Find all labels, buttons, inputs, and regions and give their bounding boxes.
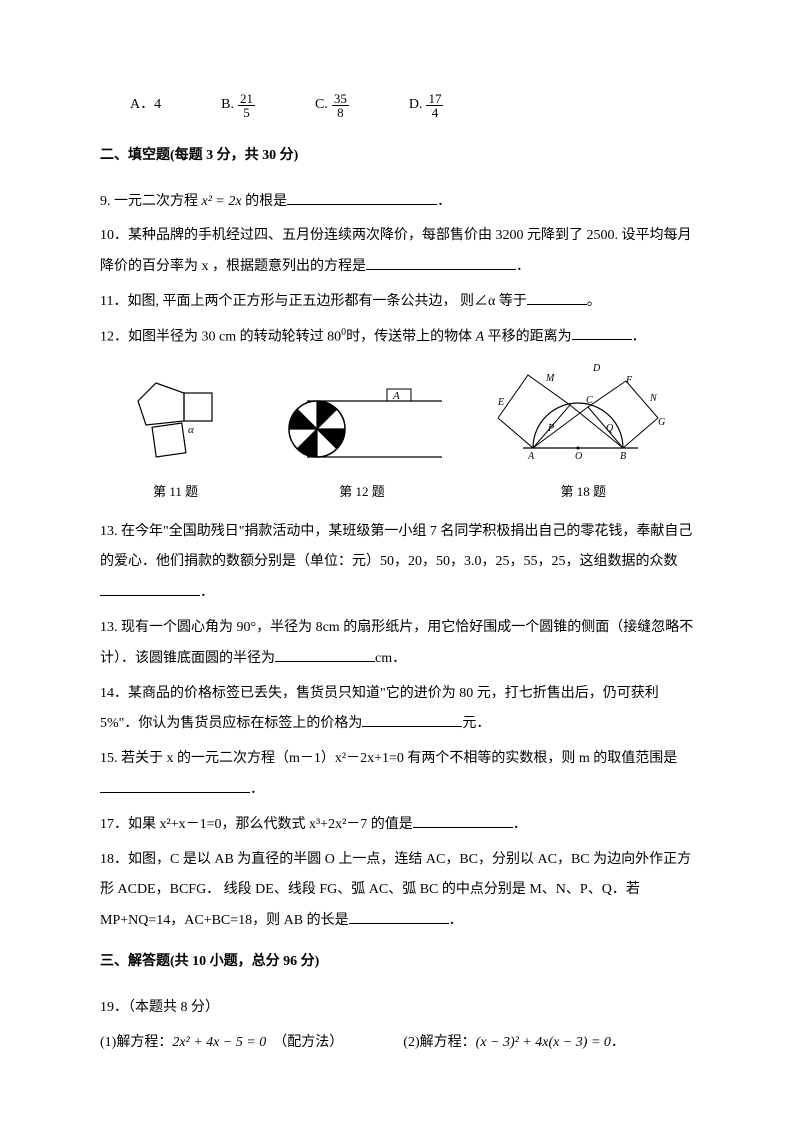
q13a-text: 13. 在今年"全国助残日"捐款活动中，某班级第一小组 7 名同学积极捐出自己的… xyxy=(100,524,692,570)
svg-text:α: α xyxy=(188,424,194,436)
fig12-box-label: A xyxy=(392,390,400,402)
choice-d-label: D. xyxy=(409,90,423,121)
wheel-belt-icon: A xyxy=(277,383,447,463)
blank xyxy=(527,289,587,305)
choice-b-label: B. xyxy=(221,90,234,121)
fraction-num: 35 xyxy=(332,92,349,106)
fraction-den: 4 xyxy=(430,106,441,119)
blank xyxy=(413,812,513,828)
question-19: 19．（本题共 8 分） xyxy=(100,993,694,1024)
choice-c: C. 35 8 xyxy=(315,90,349,121)
question-10: 10．某种品牌的手机经过四、五月份连续两次降价，每部售价由 3200 元降到了 … xyxy=(100,221,694,283)
question-9: 9. 一元二次方程 x² = 2x 的根是 ． xyxy=(100,187,694,218)
q18-end: ． xyxy=(449,913,463,928)
q12-post: 平移的距离为 xyxy=(484,329,572,344)
question-15: 15. 若关于 x 的一元二次方程（m－1）x²－2x+1=0 有两个不相等的实… xyxy=(100,744,694,806)
choice-d-fraction: 17 4 xyxy=(426,92,443,119)
svg-text:A: A xyxy=(527,451,535,462)
figures-row: α 第 11 题 A 第 12 题 xyxy=(100,363,694,506)
choice-c-fraction: 35 8 xyxy=(332,92,349,119)
section-3-title: 三、解答题(共 10 小题，总分 96 分) xyxy=(100,947,694,978)
q19-2-end: ． xyxy=(611,1035,625,1050)
fraction-num: 17 xyxy=(426,92,443,106)
q9-post: 的根是 xyxy=(242,194,288,209)
svg-text:N: N xyxy=(649,393,658,404)
fraction-den: 8 xyxy=(335,106,346,119)
pentagon-squares-icon: α xyxy=(126,373,226,463)
q15-text: 15. 若关于 x 的一元二次方程（m－1）x²－2x+1=0 有两个不相等的实… xyxy=(100,751,677,766)
q19-1-pre: (1)解方程： xyxy=(100,1035,172,1050)
blank xyxy=(366,254,516,270)
question-12: 12．如图半径为 30 cm 的转动轮转过 800时，传送带上的物体 A 平移的… xyxy=(100,322,694,353)
svg-text:E: E xyxy=(498,397,504,408)
q17-end: ． xyxy=(513,817,527,832)
q14-unit: 元． xyxy=(462,716,490,731)
blank xyxy=(349,908,449,924)
q12-pre: 12．如图半径为 30 cm 的转动轮转过 80 xyxy=(100,329,341,344)
q19-part2: (2)解方程：(x − 3)² + 4x(x − 3) = 0． xyxy=(403,1028,625,1059)
q19-1-eq: 2x² + 4x − 5 = 0 xyxy=(172,1035,266,1050)
blank xyxy=(572,324,632,340)
question-13a: 13. 在今年"全国助残日"捐款活动中，某班级第一小组 7 名同学积极捐出自己的… xyxy=(100,517,694,609)
question-18: 18．如图，C 是以 AB 为直径的半圆 O 上一点，连结 AC，BC，分别以 … xyxy=(100,845,694,937)
fig18-caption: 第 18 题 xyxy=(498,478,668,507)
figure-18: D M F E N C G P Q A O B 第 18 题 xyxy=(498,363,668,506)
svg-text:M: M xyxy=(545,373,555,384)
q13a-end: ． xyxy=(200,585,214,600)
q11-text: 11．如图, 平面上两个正方形与正五边形都有一条公共边， 则∠α 等于 xyxy=(100,294,527,309)
semicircle-squares-icon: D M F E N C G P Q A O B xyxy=(498,363,668,463)
q19-2-pre: (2)解方程： xyxy=(403,1035,475,1050)
q17-text: 17．如果 x²+x－1=0，那么代数式 x³+2x²－7 的值是 xyxy=(100,817,413,832)
q19-2-eq: (x − 3)² + 4x(x − 3) = 0 xyxy=(476,1035,611,1050)
question-14: 14．某商品的价格标签已丢失，售货员只知道"它的进价为 80 元，打七折售出后，… xyxy=(100,679,694,741)
svg-text:Q: Q xyxy=(606,423,614,434)
figure-11: α 第 11 题 xyxy=(126,373,226,506)
choice-c-label: C. xyxy=(315,90,328,121)
question-13b: 13. 现有一个圆心角为 90°，半径为 8cm 的扇形纸片，用它恰好围成一个圆… xyxy=(100,613,694,675)
question-17: 17．如果 x²+x－1=0，那么代数式 x³+2x²－7 的值是 ． xyxy=(100,810,694,841)
blank xyxy=(362,711,462,727)
blank xyxy=(287,189,437,205)
figure-12: A 第 12 题 xyxy=(277,383,447,506)
choice-b-fraction: 21 5 xyxy=(238,92,255,119)
fraction-num: 21 xyxy=(238,92,255,106)
q12-a: A xyxy=(476,329,485,344)
fraction-den: 5 xyxy=(241,106,252,119)
q11-end: 。 xyxy=(587,294,601,309)
answer-choices: A．4 B. 21 5 C. 35 8 D. 17 4 xyxy=(100,90,694,121)
svg-text:P: P xyxy=(547,423,554,434)
choice-a-label: A．4 xyxy=(130,90,161,121)
blank xyxy=(275,646,375,662)
section-2-title: 二、填空题(每题 3 分，共 30 分) xyxy=(100,141,694,172)
q9-equation: x² = 2x xyxy=(202,194,242,209)
q12-mid: 时，传送带上的物体 xyxy=(346,329,476,344)
svg-text:B: B xyxy=(620,451,626,462)
q9-end: ． xyxy=(437,194,451,209)
q12-end: ． xyxy=(632,329,646,344)
fig11-caption: 第 11 题 xyxy=(126,478,226,507)
svg-text:C: C xyxy=(586,395,593,406)
choice-b: B. 21 5 xyxy=(221,90,255,121)
fig12-caption: 第 12 题 xyxy=(277,478,447,507)
choice-a: A．4 xyxy=(130,90,161,121)
q15-end: ． xyxy=(250,782,264,797)
svg-text:G: G xyxy=(658,417,665,428)
q9-pre: 9. 一元二次方程 xyxy=(100,194,202,209)
blank xyxy=(100,580,200,596)
blank xyxy=(100,777,250,793)
svg-text:F: F xyxy=(625,375,633,386)
q13b-unit: cm． xyxy=(375,651,406,666)
svg-text:O: O xyxy=(575,451,582,462)
q10-end: ． xyxy=(516,259,530,274)
question-11: 11．如图, 平面上两个正方形与正五边形都有一条公共边， 则∠α 等于 。 xyxy=(100,287,694,318)
svg-text:D: D xyxy=(592,363,601,374)
q19-part1: (1)解方程：2x² + 4x − 5 = 0 （配方法） xyxy=(100,1028,343,1059)
question-19-parts: (1)解方程：2x² + 4x − 5 = 0 （配方法） (2)解方程：(x … xyxy=(100,1028,694,1059)
q19-1-post: （配方法） xyxy=(273,1035,343,1050)
choice-d: D. 17 4 xyxy=(409,90,444,121)
